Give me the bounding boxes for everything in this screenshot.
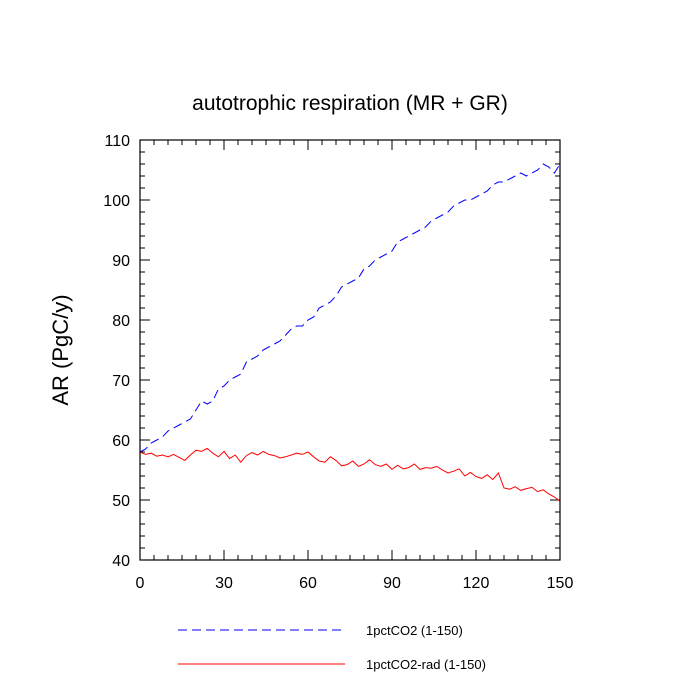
legend-label-2: 1pctCO2-rad (1-150) xyxy=(366,657,486,672)
legend: 1pctCO2 (1-150) 1pctCO2-rad (1-150) xyxy=(178,623,486,672)
y-tick-label: 80 xyxy=(112,313,130,330)
axis-ticks xyxy=(139,139,561,561)
plot-frame xyxy=(139,139,561,561)
y-tick-label: 50 xyxy=(112,493,130,510)
y-axis-label: AR (PgC/y) xyxy=(48,294,73,405)
x-tick-label: 60 xyxy=(299,575,317,592)
chart-title: autotrophic respiration (MR + GR) xyxy=(192,92,508,115)
series-lines xyxy=(139,163,561,502)
series-line-1 xyxy=(139,163,561,453)
x-tick-label: 120 xyxy=(463,575,490,592)
x-tick-label: 90 xyxy=(383,575,401,592)
legend-label-1: 1pctCO2 (1-150) xyxy=(366,623,463,638)
y-tick-label: 70 xyxy=(112,373,130,390)
y-tick-label: 60 xyxy=(112,433,130,450)
x-tick-label: 30 xyxy=(215,575,233,592)
tick-labels: 0 30 60 90 120 150 40 50 60 70 80 90 100 110 xyxy=(103,133,573,592)
y-tick-label: 100 xyxy=(103,193,130,210)
y-tick-label: 90 xyxy=(112,253,130,270)
y-tick-label: 40 xyxy=(112,553,130,570)
series-line-2 xyxy=(139,447,561,502)
x-tick-label: 0 xyxy=(136,575,145,592)
x-tick-label: 150 xyxy=(547,575,574,592)
y-tick-label: 110 xyxy=(104,133,130,150)
